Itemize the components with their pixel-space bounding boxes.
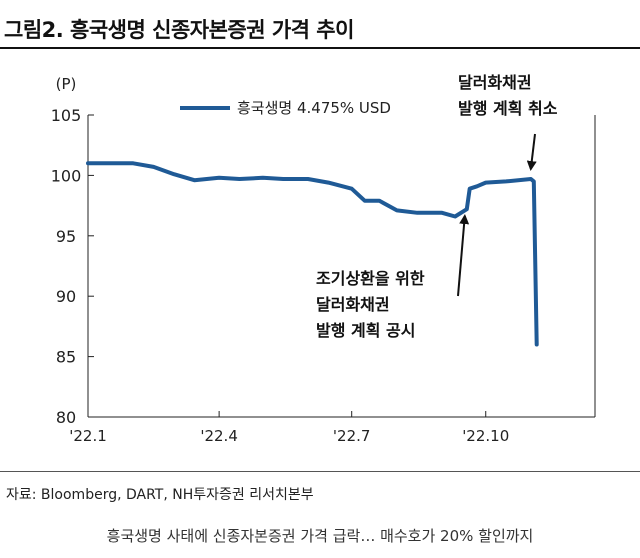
annotation-label-1: 발행 계획 공시: [316, 321, 415, 340]
annotation-label-2: 발행 계획 취소: [458, 99, 558, 118]
y-tick-label: 95: [56, 227, 76, 246]
source-rule: [0, 471, 640, 472]
y-tick-label: 105: [51, 106, 82, 125]
y-tick-label: 100: [51, 166, 82, 185]
figure-title: 그림2. 흥국생명 신종자본증권 가격 추이: [4, 18, 354, 42]
caption: 흥국생명 사태에 신종자본증권 가격 급락… 매수호가 20% 할인까지: [106, 527, 534, 545]
legend-label: 흥국생명 4.475% USD: [237, 99, 391, 117]
annotation-arrow: [457, 214, 470, 297]
y-tick-label: 85: [56, 348, 76, 367]
annotation-label-1: 조기상환을 위한: [316, 269, 425, 288]
x-tick-label: '22.1: [69, 427, 107, 445]
annotation-arrow: [526, 133, 537, 172]
annotation-label-2: 달러화채권: [458, 73, 532, 92]
title-rule: [0, 47, 640, 49]
x-tick-label: '22.10: [462, 427, 509, 445]
x-tick-label: '22.4: [200, 427, 238, 445]
legend: 흥국생명 4.475% USD: [180, 99, 391, 117]
y-tick-label: 80: [56, 408, 76, 427]
x-axis: '22.1 '22.4 '22.7 '22.10: [69, 115, 596, 445]
source-note: 자료: Bloomberg, DART, NH투자증권 리서치본부: [6, 487, 314, 503]
x-tick-label: '22.7: [333, 427, 371, 445]
series-line: [86, 161, 539, 347]
series-layer: [86, 161, 539, 347]
y-tick-label: 90: [56, 287, 76, 306]
y-unit-label: (P): [56, 75, 77, 93]
y-axis: (P) 80 85 90 95 100 105: [51, 75, 94, 427]
annotation-label-1: 달러화채권: [316, 295, 390, 314]
